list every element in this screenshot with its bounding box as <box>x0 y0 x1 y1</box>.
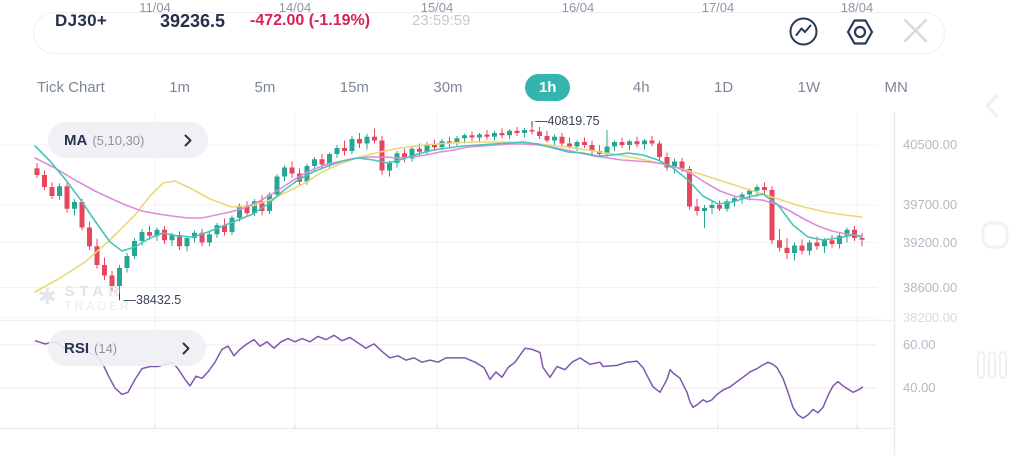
symbol-header-pill <box>33 12 945 54</box>
panel-resize-handle-icon[interactable] <box>975 350 1009 380</box>
axis-label: 17/04 <box>701 0 735 15</box>
close-icon[interactable] <box>902 17 929 44</box>
axis-label: 14/04 <box>278 0 312 15</box>
tab-mn[interactable]: MN <box>884 78 908 96</box>
tab-1d[interactable]: 1D <box>714 78 734 96</box>
watermark-line2: TRADER <box>64 299 132 313</box>
axis-label: 38600.00 <box>903 279 958 295</box>
tab-4h[interactable]: 4h <box>632 78 650 96</box>
ma-indicator-badge[interactable]: MA (5,10,30) <box>48 122 208 158</box>
watermark-line1: STAR <box>64 283 125 300</box>
symbol-name: DJ30+ <box>55 11 108 30</box>
axis-label: 18/04 <box>840 0 874 15</box>
axis-label: 39200.00 <box>903 234 958 250</box>
chevron-right-icon <box>182 342 190 355</box>
ma-label: MA <box>64 131 88 149</box>
collapse-panel-chevron-icon[interactable] <box>983 93 1001 119</box>
broker-watermark: ✱ STAR TRADER <box>38 284 132 313</box>
axis-label: 40500.00 <box>903 137 958 152</box>
tab-1w[interactable]: 1W <box>797 78 821 96</box>
ma-params: (5,10,30) <box>92 132 145 148</box>
star-logo-icon: ✱ <box>38 284 57 309</box>
axis-label: 11/04 <box>139 0 171 15</box>
low-price-annotation: —38432.5 <box>123 293 182 308</box>
rsi-label: RSI <box>64 339 90 357</box>
axis-label: 40.00 <box>903 380 936 395</box>
high-price-annotation: —40819.75 <box>535 114 600 129</box>
tab-tick-chart[interactable]: Tick Chart <box>37 78 105 96</box>
axis-label: 60.00 <box>903 337 936 352</box>
price-change: -472.00 (-1.19%) <box>250 12 371 29</box>
settings-gear-icon[interactable] <box>845 17 875 47</box>
last-price: 39236.5 <box>160 11 226 31</box>
axis-label: 15/04 <box>420 0 454 15</box>
tab-15m[interactable]: 15m <box>339 78 369 96</box>
axis-label: 16/04 <box>561 0 595 15</box>
axis-label: 39700.00 <box>903 197 958 212</box>
chevron-right-icon <box>184 134 192 147</box>
rsi-params: (14) <box>94 340 118 356</box>
tab-5m[interactable]: 5m <box>254 78 276 96</box>
indicator-trend-icon[interactable] <box>789 17 818 46</box>
maximize-panel-icon[interactable] <box>980 220 1010 250</box>
timeframe-tabs: Tick Chart 1m 5m 15m 30m 1h 4h 1D 1W MN <box>35 71 910 103</box>
tab-1h[interactable]: 1h <box>524 73 571 101</box>
axis-label: 38200.00 <box>903 309 958 325</box>
rsi-indicator-badge[interactable]: RSI (14) <box>48 330 206 366</box>
tab-1m[interactable]: 1m <box>169 78 191 96</box>
server-time: 23:59:59 <box>412 12 471 29</box>
tab-30m[interactable]: 30m <box>433 78 463 96</box>
